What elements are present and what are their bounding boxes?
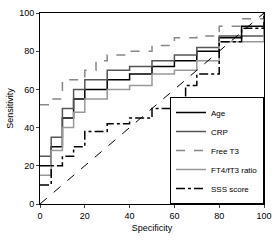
svg-text:60: 60 bbox=[24, 85, 34, 95]
svg-text:0: 0 bbox=[29, 199, 34, 209]
svg-text:Free T3: Free T3 bbox=[211, 147, 239, 156]
svg-text:40: 40 bbox=[125, 211, 135, 221]
svg-text:20: 20 bbox=[80, 211, 90, 221]
svg-text:Age: Age bbox=[211, 109, 226, 118]
svg-text:80: 80 bbox=[214, 211, 224, 221]
svg-text:60: 60 bbox=[169, 211, 179, 221]
svg-text:20: 20 bbox=[24, 161, 34, 171]
svg-text:0: 0 bbox=[37, 211, 42, 221]
svg-text:SSS score: SSS score bbox=[211, 185, 249, 194]
svg-text:100: 100 bbox=[256, 211, 271, 221]
svg-text:Specificity: Specificity bbox=[132, 223, 173, 233]
svg-text:40: 40 bbox=[24, 123, 34, 133]
svg-text:80: 80 bbox=[24, 46, 34, 56]
svg-text:100: 100 bbox=[19, 8, 34, 18]
svg-text:FT4/fT3 ratio: FT4/fT3 ratio bbox=[211, 166, 257, 175]
svg-text:CRP: CRP bbox=[211, 128, 228, 137]
svg-text:Sensitivity: Sensitivity bbox=[5, 88, 15, 129]
